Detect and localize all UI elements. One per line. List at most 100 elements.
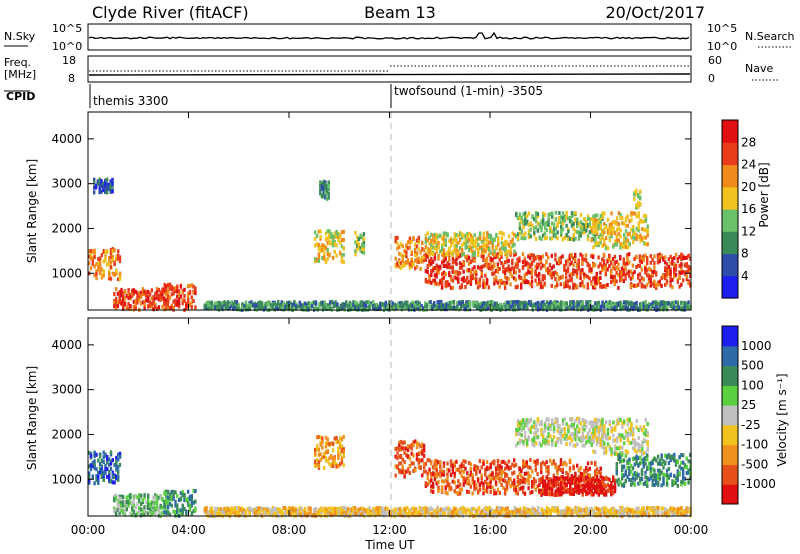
heatmap-cell-13 bbox=[517, 304, 520, 309]
heatmap-cell-8 bbox=[494, 278, 498, 283]
heatmap-cell-5 bbox=[522, 485, 525, 490]
heatmap-cell-13 bbox=[456, 300, 459, 305]
heatmap-cell-9 bbox=[482, 237, 485, 242]
heatmap-cell-5 bbox=[565, 470, 568, 475]
heatmap-cell-13 bbox=[549, 304, 552, 309]
heatmap-cell-8 bbox=[548, 272, 552, 277]
heatmap-cell-8 bbox=[511, 261, 514, 266]
heatmap-cell-0 bbox=[104, 250, 107, 255]
heatmap-cell-3 bbox=[319, 442, 322, 447]
heatmap-cell-10 bbox=[549, 236, 552, 241]
heatmap-cell-0 bbox=[115, 467, 118, 472]
heatmap-cell-13 bbox=[687, 303, 690, 308]
heatmap-cell-9 bbox=[433, 232, 437, 237]
heatmap-cell-13 bbox=[341, 302, 344, 307]
heatmap-cell-5 bbox=[572, 480, 575, 485]
heatmap-cell-2 bbox=[188, 284, 192, 289]
heatmap-cell-13 bbox=[230, 300, 233, 305]
heatmap-cell-13 bbox=[252, 302, 255, 307]
heatmap-cell-8 bbox=[633, 270, 636, 274]
heatmap-cell-13 bbox=[642, 302, 645, 307]
heatmap-cell-13 bbox=[289, 301, 292, 306]
heatmap-cell-7 bbox=[410, 250, 413, 255]
heatmap-cell-5 bbox=[518, 487, 521, 492]
heatmap-cell-8 bbox=[511, 274, 514, 279]
heatmap-cell-13 bbox=[658, 307, 662, 311]
heatmap-cell-11 bbox=[630, 227, 633, 232]
heatmap-cell-1 bbox=[143, 493, 146, 498]
heatmap-cell-8 bbox=[509, 282, 512, 287]
heatmap-cell-10 bbox=[570, 219, 574, 224]
heatmap-cell-8 bbox=[637, 273, 640, 278]
heatmap-cell-8 bbox=[642, 277, 645, 282]
heatmap-cell-5 bbox=[435, 471, 438, 476]
heatmap-cell-11 bbox=[628, 241, 631, 246]
heatmap-cell-4 bbox=[415, 441, 419, 446]
heatmap-cell-5 bbox=[444, 478, 447, 483]
heatmap-cell-11 bbox=[626, 232, 629, 237]
heatmap-cell-0 bbox=[109, 255, 113, 260]
heatmap-cell-8 bbox=[503, 260, 507, 265]
heatmap-cell-2 bbox=[174, 490, 177, 495]
heatmap-cell-11 bbox=[635, 214, 638, 219]
heatmap-cell-3 bbox=[105, 183, 109, 188]
heatmap-cell-2 bbox=[168, 286, 172, 291]
heatmap-cell-11 bbox=[590, 238, 593, 243]
heatmap-cell-10 bbox=[551, 221, 554, 226]
heatmap-cell-5 bbox=[554, 462, 557, 467]
heatmap-cell-8 bbox=[529, 263, 532, 268]
heatmap-cell-4 bbox=[422, 443, 426, 448]
heatmap-cell-1 bbox=[129, 511, 132, 516]
heatmap-cell-8 bbox=[673, 262, 676, 267]
heatmap-cell-13 bbox=[354, 301, 357, 306]
heatmap-cell-8 bbox=[439, 280, 442, 285]
heatmap-cell-8 bbox=[646, 282, 649, 287]
heatmap-cell-10 bbox=[569, 237, 572, 241]
heatmap-cell-0 bbox=[95, 474, 98, 479]
heatmap-cell-8 bbox=[568, 255, 571, 260]
heatmap-cell-1 bbox=[136, 300, 139, 305]
heatmap-cell-13 bbox=[499, 303, 502, 308]
heatmap-cell-13 bbox=[352, 302, 355, 307]
heatmap-cell-2 bbox=[188, 503, 192, 508]
heatmap-cell-8 bbox=[615, 279, 618, 284]
heatmap-cell-3 bbox=[337, 439, 340, 444]
heatmap-cell-5 bbox=[482, 462, 485, 466]
heatmap-cell-8 bbox=[430, 261, 433, 266]
heatmap-cell-10 bbox=[581, 226, 584, 231]
heatmap-cell-8 bbox=[658, 279, 661, 284]
heatmap-cell-13 bbox=[542, 300, 545, 305]
heatmap-cell-4 bbox=[322, 186, 325, 190]
heatmap-cell-5 bbox=[330, 235, 333, 240]
heatmap-cell-0 bbox=[98, 466, 102, 471]
heatmap-cell-8 bbox=[633, 283, 636, 288]
heatmap-cell-13 bbox=[612, 303, 615, 308]
heatmap-cell-6 bbox=[552, 476, 556, 481]
heatmap-cell-13 bbox=[343, 305, 346, 310]
heatmap-cell-5 bbox=[430, 475, 433, 480]
heatmap-cell-10 bbox=[543, 236, 547, 241]
heatmap-cell-5 bbox=[502, 459, 505, 464]
heatmap-cell-11 bbox=[615, 238, 619, 243]
heatmap-cell-3 bbox=[339, 452, 342, 457]
heatmap-cell-13 bbox=[332, 304, 335, 309]
heatmap-cell-9 bbox=[493, 237, 496, 242]
heatmap-cell-5 bbox=[482, 481, 485, 486]
heatmap-cell-13 bbox=[398, 303, 402, 308]
heatmap-cell-13 bbox=[327, 306, 330, 311]
heatmap-cell-5 bbox=[538, 478, 541, 483]
heatmap-cell-13 bbox=[293, 300, 296, 304]
heatmap-cell-8 bbox=[640, 267, 643, 272]
heatmap-cell-5 bbox=[426, 482, 429, 487]
heatmap-cell-5 bbox=[464, 480, 467, 485]
heatmap-cell-5 bbox=[442, 464, 446, 469]
heatmap-cell-1 bbox=[148, 511, 152, 516]
heatmap-cell-8 bbox=[507, 264, 510, 269]
heatmap-cell-11 bbox=[632, 232, 635, 237]
heatmap-cell-2 bbox=[177, 297, 181, 302]
heatmap-cell-5 bbox=[558, 464, 561, 469]
heatmap-cell-8 bbox=[538, 255, 541, 259]
heatmap-cell-13 bbox=[653, 306, 656, 311]
heatmap-cell-6 bbox=[560, 489, 563, 494]
heatmap-cell-4 bbox=[327, 184, 330, 189]
